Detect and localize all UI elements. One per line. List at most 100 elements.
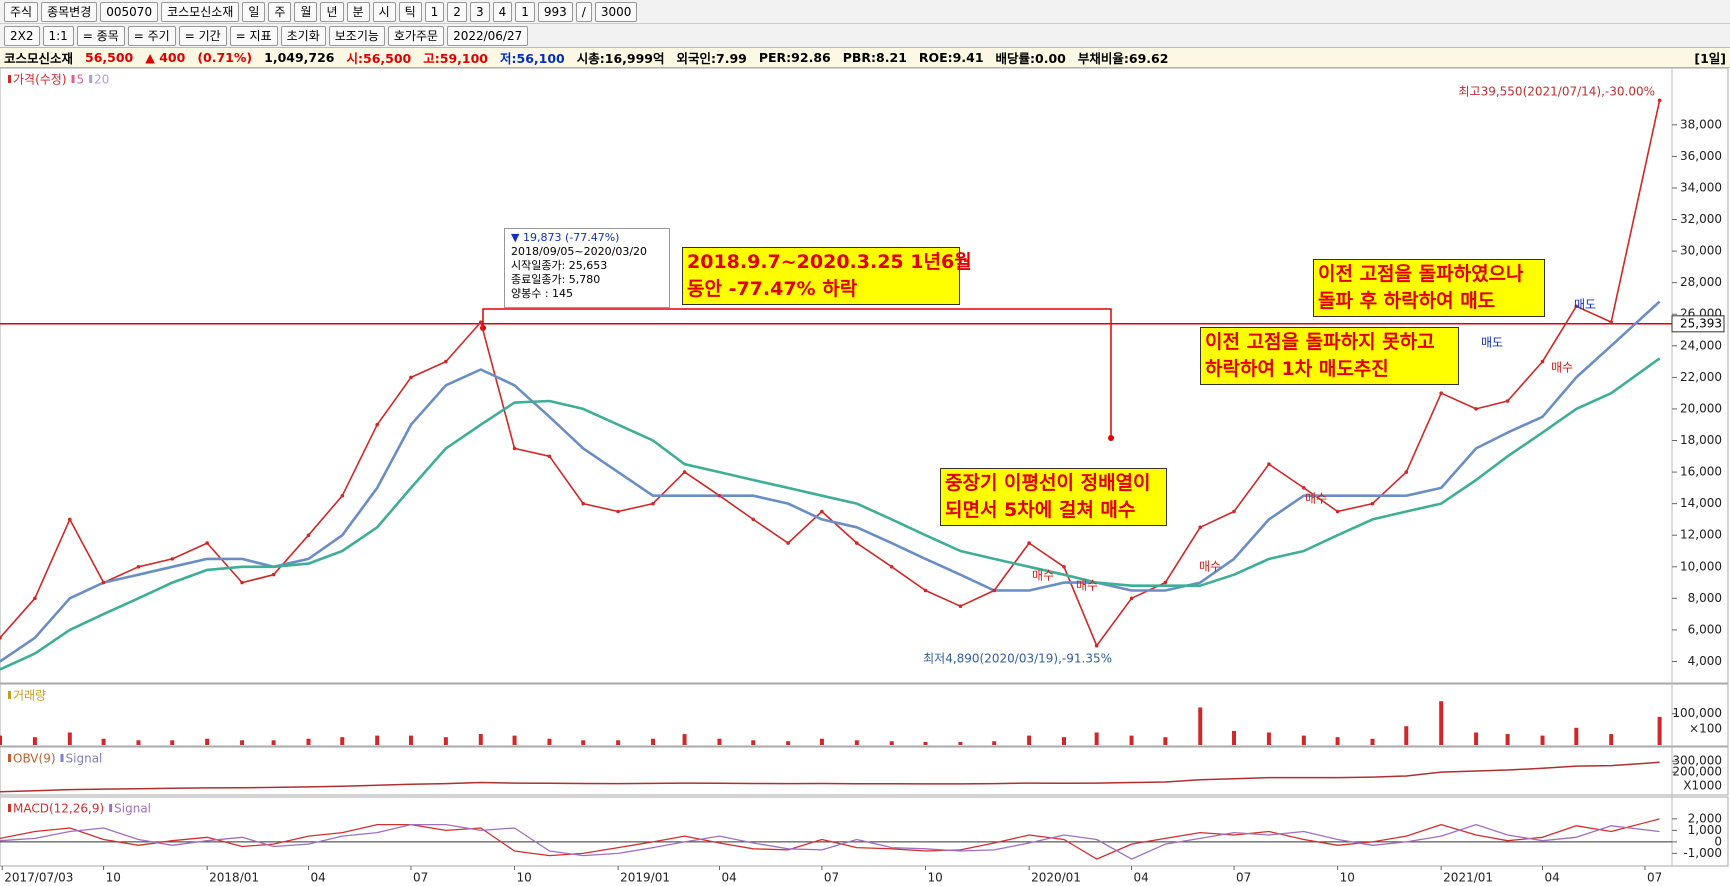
price-point: [170, 557, 175, 561]
toolbar-button: 주식: [4, 1, 39, 22]
price-point: [1062, 564, 1066, 569]
price-point: [1094, 643, 1099, 648]
legend-label: 20: [94, 73, 109, 87]
panel-frame: [0, 796, 1729, 867]
macd-line: [0, 823, 1660, 860]
y-tick-label: 36,000: [1680, 149, 1722, 163]
volume-bar: [32, 737, 37, 745]
panel-frame: [0, 683, 1729, 747]
toolbar-button: 2X2: [4, 25, 40, 46]
annotation: 이전 고점을 돌파하였으나 돌파 후 하락하여 매도: [1313, 259, 1545, 317]
x-tick-label: 04: [1545, 871, 1560, 885]
price-point: [1027, 541, 1031, 545]
x-tick-label: 07: [1647, 871, 1662, 885]
toolbar-button: = 종목: [76, 25, 125, 46]
price-point: [33, 596, 37, 601]
y-tick-label: 2,000: [1688, 811, 1722, 825]
toolbar-button: 코스모신소재: [161, 1, 240, 22]
y-tick-label: 8,000: [1688, 591, 1722, 605]
x-tick-label: 07: [413, 871, 428, 885]
price-point: [1505, 399, 1510, 403]
price-point: [101, 580, 106, 585]
volume-bar: [616, 740, 621, 745]
y-tick-label: 20,000: [1680, 401, 1722, 415]
y-tick-label: 1,000: [1688, 823, 1722, 837]
x-tick-label: 2020/01: [1031, 871, 1081, 885]
price-point: [1335, 509, 1340, 514]
quote-bar: 코스모신소재 56,500 ▲ 400 (0.71%) 1,049,726 시:56,50…: [0, 48, 1730, 68]
quote-field: (0.71%): [197, 50, 253, 65]
reference-label: 25,393: [1680, 316, 1722, 330]
price-point: [820, 509, 824, 514]
quote-field: PBR:8.21: [842, 50, 907, 65]
toolbar-button: 틱: [398, 1, 422, 22]
volume-bar: [1198, 707, 1203, 745]
price-point: [1439, 391, 1443, 395]
y-tick-label: 300,000: [1672, 754, 1722, 768]
volume-bar: [1335, 737, 1340, 745]
price-point: [1129, 596, 1134, 601]
signal-label: 매도: [1574, 298, 1596, 312]
volume-bar: [923, 741, 928, 745]
volume-bar: [136, 740, 141, 745]
price-point: [1574, 304, 1579, 309]
toolbar-button: 3: [469, 1, 490, 22]
x-tick-label: 04: [721, 871, 736, 885]
y-tick-label: 100,000: [1672, 706, 1722, 720]
price-point: [616, 509, 620, 514]
quote-field: 시:56,500: [346, 51, 412, 66]
price-point: [923, 588, 928, 593]
annotation-line: 이전 고점을 돌파하지 못하고: [1205, 331, 1435, 353]
volume-bar: [1301, 735, 1306, 745]
y-tick-label: 4,000: [1688, 654, 1722, 668]
legend-swatch: [71, 75, 75, 83]
volume-bar: [751, 740, 756, 745]
volume-bar: [1505, 734, 1510, 745]
volume-bar: [1370, 738, 1375, 745]
panel-frame: [0, 746, 1729, 796]
legend-label: OBV(9): [13, 752, 56, 766]
y-tick-label: 32,000: [1680, 212, 1722, 226]
volume-bar: [443, 737, 448, 745]
quote-field: ▲ 400: [145, 50, 186, 65]
price-point: [1657, 98, 1662, 103]
toolbar: 주식 종목변경 005070 코스모신소재 일 주 월 년 분 시 틱 1 2 3 4 1 993/3000: [0, 0, 1730, 24]
y-tick-label: 30,000: [1680, 244, 1722, 258]
x-tick-label: 2017/07/03: [4, 871, 73, 885]
volume-bar: [205, 738, 210, 745]
toolbar-button: = 지표: [229, 25, 278, 46]
price-point: [1267, 462, 1271, 466]
volume-bar: [271, 740, 276, 745]
x-tick-label: 10: [928, 871, 943, 885]
volume-bar: [992, 741, 997, 745]
moving-average: [0, 357, 1661, 671]
legend-swatch: [8, 804, 11, 812]
quote-field: 저:56,100: [500, 51, 565, 66]
info-line: 2018/09/05~2020/03/20: [511, 245, 648, 258]
macd-line: [0, 818, 1660, 860]
legend-swatch: [8, 754, 11, 762]
legend-swatch: [8, 75, 11, 83]
price-point: [1609, 320, 1613, 324]
volume-bar: [717, 738, 722, 745]
volume-bar: [1129, 735, 1134, 745]
toolbar-button: 년: [320, 1, 344, 22]
volume-bar: [478, 734, 483, 745]
price-point: [512, 446, 517, 451]
signal-label: 매수: [1199, 560, 1221, 574]
legend-label: Signal: [114, 802, 151, 816]
volume-bar: [67, 732, 72, 745]
x-tick-label: 2018/01: [209, 871, 259, 885]
price-point: [1302, 486, 1306, 490]
price-point: [136, 564, 141, 569]
price-point: [547, 454, 552, 459]
y-tick-label: 22,000: [1680, 370, 1722, 384]
price-point: [478, 320, 483, 324]
toolbar-button: /: [575, 1, 592, 22]
volume-bar: [682, 734, 687, 745]
price-point: [1404, 470, 1409, 474]
price-point: [205, 541, 209, 545]
legend-label: Signal: [66, 752, 103, 766]
annotation-line: 돌파 후 하락하여 매도: [1318, 290, 1496, 312]
toolbar-button: 초기화: [280, 25, 326, 46]
